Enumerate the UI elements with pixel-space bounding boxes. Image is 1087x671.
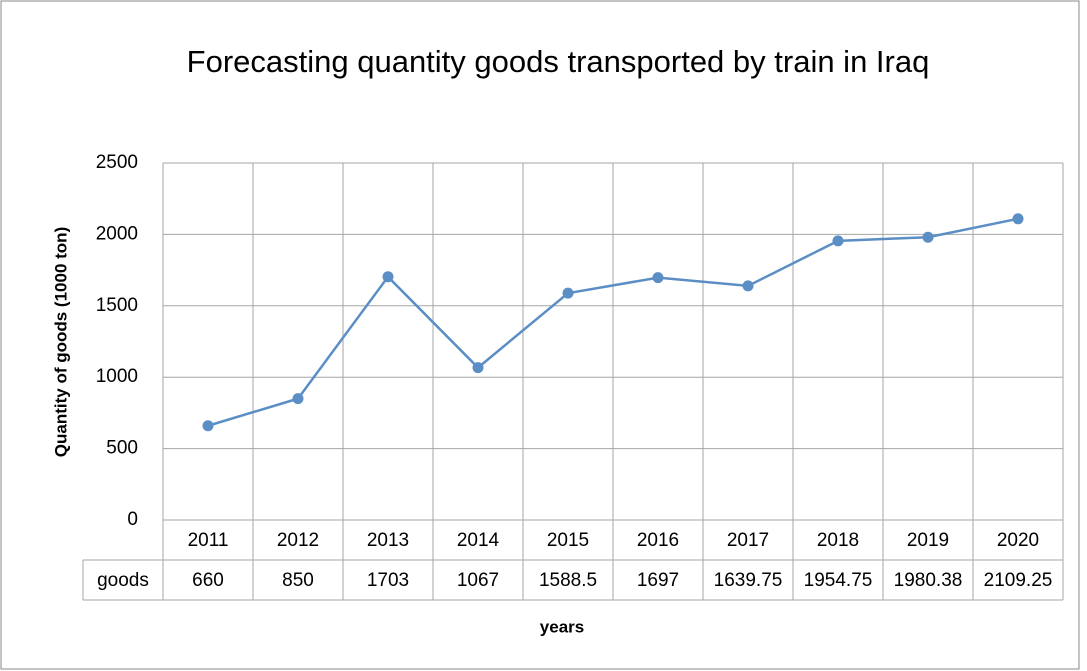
data-point <box>292 393 304 405</box>
table-value: 850 <box>282 570 314 591</box>
y-tick-label: 1500 <box>96 295 138 316</box>
data-point <box>832 235 844 247</box>
data-point <box>1012 213 1024 225</box>
y-tick-label: 2000 <box>96 223 138 244</box>
data-point <box>742 280 754 292</box>
table-value: 1588.5 <box>539 570 597 591</box>
data-point <box>382 271 394 283</box>
table-series-name: goods <box>97 570 149 591</box>
data-point <box>202 420 214 432</box>
x-tick-label: 2011 <box>188 530 229 551</box>
table-value: 1639.75 <box>714 570 783 591</box>
y-tick-label: 2500 <box>96 152 138 173</box>
table-value: 1954.75 <box>804 570 873 591</box>
y-tick-label: 500 <box>106 438 138 459</box>
x-tick-label: 2019 <box>907 530 949 551</box>
x-tick-label: 2018 <box>817 530 859 551</box>
table-value: 1980.38 <box>894 570 963 591</box>
data-point <box>562 287 574 299</box>
y-tick-label: 0 <box>127 509 138 530</box>
table-value: 1703 <box>367 570 409 591</box>
chart-title: Forecasting quantity goods transported b… <box>186 44 930 79</box>
table-value: 660 <box>192 570 224 591</box>
x-tick-label: 2016 <box>637 530 679 551</box>
x-axis-label: years <box>540 617 584 636</box>
x-tick-label: 2012 <box>277 530 319 551</box>
table-value: 2109.25 <box>984 570 1053 591</box>
table-value: 1697 <box>637 570 679 591</box>
x-tick-label: 2014 <box>457 530 500 551</box>
data-point <box>922 231 934 243</box>
y-tick-label: 1000 <box>96 366 138 387</box>
table-value: 1067 <box>457 570 499 591</box>
x-tick-label: 2013 <box>367 530 409 551</box>
x-tick-label: 2015 <box>547 530 589 551</box>
data-point <box>472 362 484 374</box>
x-tick-label: 2020 <box>997 530 1039 551</box>
series-line <box>207 217 1019 427</box>
data-point <box>652 272 664 284</box>
x-tick-label: 2017 <box>727 530 769 551</box>
y-axis-label: Quantity of goods (1000 ton) <box>51 227 70 457</box>
